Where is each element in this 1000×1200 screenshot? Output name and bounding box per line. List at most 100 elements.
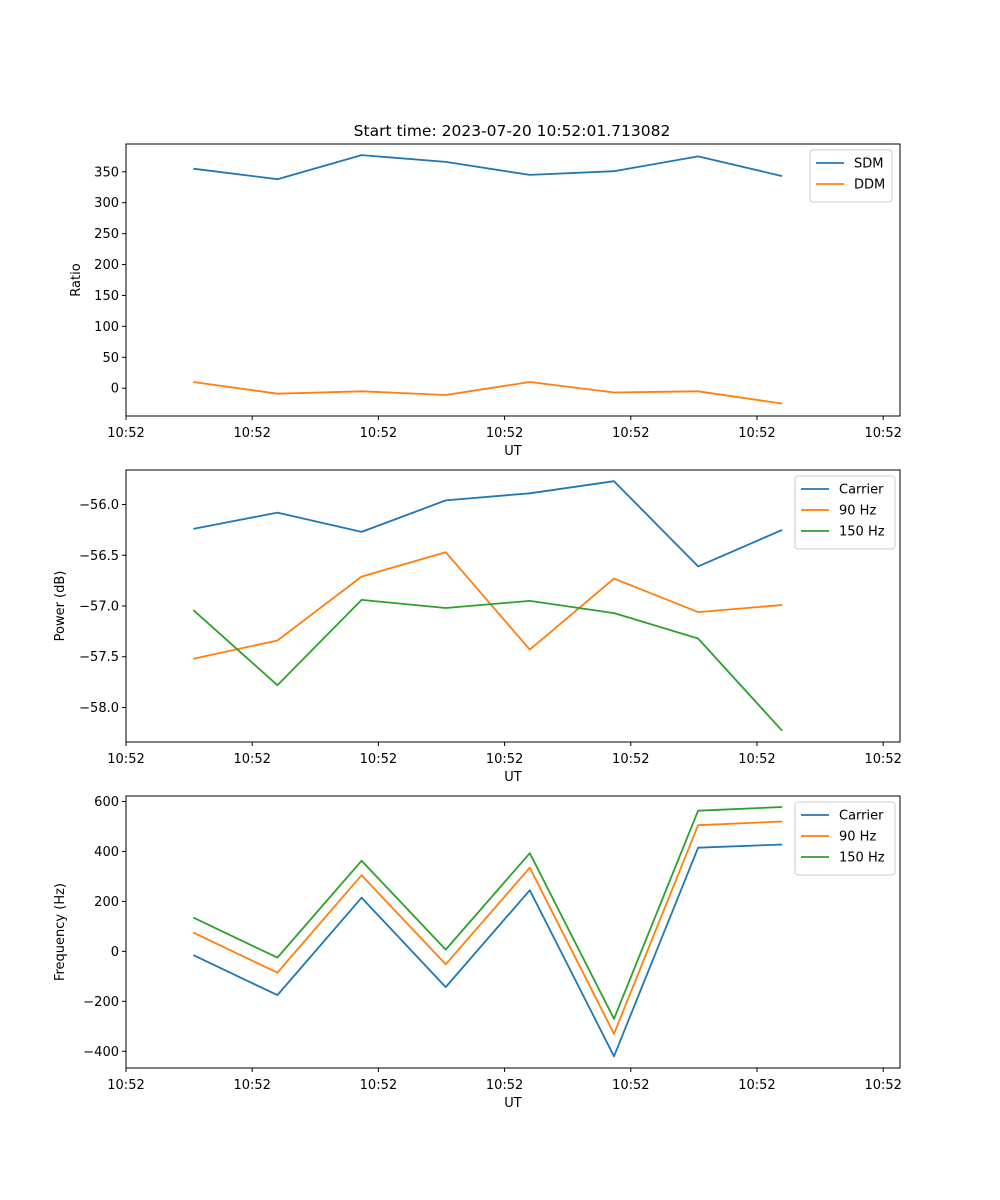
- x-tick-label: 10:52: [486, 426, 523, 441]
- x-tick-label: 10:52: [107, 752, 144, 767]
- x-axis-label: UT: [504, 444, 522, 459]
- data-point: [192, 381, 194, 383]
- data-point: [361, 390, 363, 392]
- data-point: [192, 932, 194, 934]
- data-point: [781, 529, 783, 531]
- data-point: [529, 852, 531, 854]
- x-axis-label: UT: [504, 770, 522, 785]
- chart-panel-3: 10:52 10:52 10:52 10:52 10:52 10:52 10:52 600 40…: [53, 795, 902, 1111]
- legend: Carrier 90 Hz 150 Hz: [794, 801, 896, 876]
- data-point: [361, 599, 363, 601]
- data-point: [529, 889, 531, 891]
- y-tick-label: 250: [94, 227, 119, 242]
- data-point: [276, 957, 278, 959]
- y-tick-label: 0: [111, 945, 119, 960]
- y-tick-label: 200: [94, 895, 119, 910]
- data-point: [361, 874, 363, 876]
- data-point: [697, 810, 699, 812]
- x-tick-label: 10:52: [233, 752, 270, 767]
- data-point: [613, 578, 615, 580]
- legend: Carrier 90 Hz 150 Hz: [794, 475, 896, 550]
- legend-label: SDM: [854, 157, 883, 172]
- x-tick-label: 10:52: [738, 752, 775, 767]
- x-tick-label: 10:52: [864, 426, 901, 441]
- x-tick-label: 10:52: [738, 1078, 775, 1093]
- data-point: [276, 684, 278, 686]
- data-point: [192, 954, 194, 956]
- legend-label: 150 Hz: [839, 851, 885, 866]
- y-tick-label: −56.5: [79, 549, 119, 564]
- x-tick-label: 10:52: [612, 1078, 649, 1093]
- data-point: [361, 531, 363, 533]
- y-tick-label: −57.5: [79, 650, 119, 665]
- data-point: [529, 174, 531, 176]
- data-point: [361, 860, 363, 862]
- data-point: [613, 612, 615, 614]
- y-tick-label: 300: [94, 196, 119, 211]
- data-point: [192, 528, 194, 530]
- y-tick-label: 50: [102, 351, 119, 366]
- y-tick-label: 400: [94, 845, 119, 860]
- data-point: [697, 824, 699, 826]
- x-tick-label: 10:52: [360, 426, 397, 441]
- legend-label: DDM: [854, 178, 885, 193]
- legend-label: Carrier: [839, 809, 884, 824]
- data-point: [276, 994, 278, 996]
- legend-label: 90 Hz: [839, 504, 876, 519]
- series-line-90-hz: [192, 820, 783, 1035]
- data-point: [781, 403, 783, 405]
- y-tick-label: −58.0: [79, 701, 119, 716]
- axes-frame: [125, 795, 901, 1069]
- x-tick-label: 10:52: [360, 1078, 397, 1093]
- axes-frame: [125, 469, 901, 743]
- data-point: [445, 949, 447, 951]
- data-point: [697, 155, 699, 157]
- x-tick-label: 10:52: [486, 752, 523, 767]
- y-tick-label: 350: [94, 165, 119, 180]
- figure-title: Start time: 2023-07-20 10:52:01.713082: [354, 122, 671, 140]
- data-point: [613, 1018, 615, 1020]
- x-tick-label: 10:52: [864, 752, 901, 767]
- series-line-sdm: [193, 154, 783, 181]
- x-tick-label: 10:52: [612, 752, 649, 767]
- y-tick-label: 150: [94, 289, 119, 304]
- series-line-90-hz: [193, 551, 783, 660]
- data-point: [613, 1055, 615, 1057]
- data-point: [613, 392, 615, 394]
- data-point: [361, 154, 363, 156]
- y-tick-label: 600: [94, 795, 119, 810]
- data-point: [613, 170, 615, 172]
- x-axis-label: UT: [504, 1096, 522, 1111]
- series-line-150-hz: [192, 806, 783, 1020]
- series-line-150-hz: [192, 599, 783, 732]
- x-tick-label: 10:52: [107, 1078, 144, 1093]
- y-tick-label: −200: [83, 995, 119, 1010]
- y-tick-label: −400: [83, 1045, 119, 1060]
- data-point: [445, 963, 447, 965]
- legend-label: 90 Hz: [839, 830, 876, 845]
- data-point: [529, 381, 531, 383]
- data-point: [697, 611, 699, 613]
- chart-panel-2: 10:52 10:52 10:52 10:52 10:52 10:52 10:52 −56.0…: [53, 469, 902, 785]
- data-point: [697, 565, 699, 567]
- legend-label: Carrier: [839, 483, 884, 498]
- data-point: [276, 178, 278, 180]
- data-point: [445, 394, 447, 396]
- data-point: [276, 640, 278, 642]
- x-tick-label: 10:52: [360, 752, 397, 767]
- data-point: [361, 897, 363, 899]
- data-point: [529, 492, 531, 494]
- data-point: [613, 480, 615, 482]
- data-point: [781, 730, 783, 732]
- data-point: [529, 649, 531, 651]
- legend: SDM DDM: [809, 149, 893, 203]
- data-point: [529, 600, 531, 602]
- data-point: [445, 986, 447, 988]
- data-point: [529, 867, 531, 869]
- legend-label: 150 Hz: [839, 525, 885, 540]
- data-point: [192, 609, 194, 611]
- series-line-carrier: [193, 480, 783, 568]
- data-point: [781, 843, 783, 845]
- y-tick-label: 0: [111, 382, 119, 397]
